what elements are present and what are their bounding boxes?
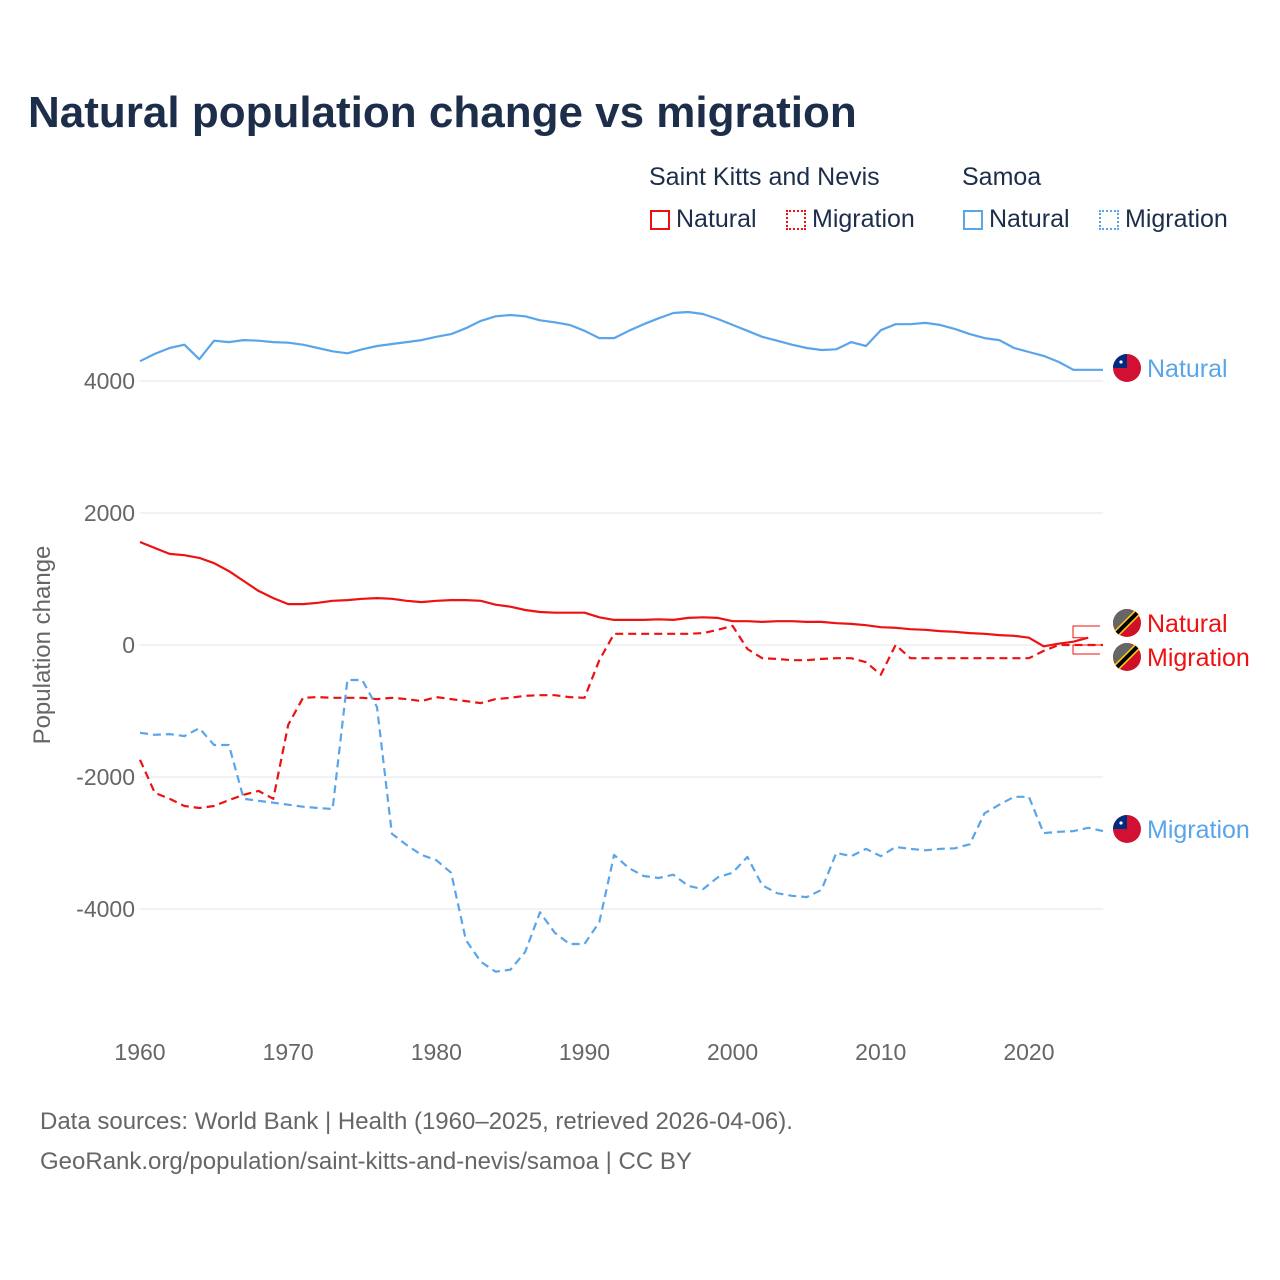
x-tick-label: 2010 <box>855 1039 906 1065</box>
series-end-label: Migration <box>1147 816 1250 844</box>
y-tick-label: -4000 <box>76 896 135 922</box>
series-line-samoa-natural <box>139 310 1103 371</box>
x-tick-label: 2000 <box>707 1039 758 1065</box>
y-tick-label: 0 <box>122 632 135 658</box>
legend-swatch-solid <box>963 209 983 230</box>
flag-green <box>1113 643 1136 666</box>
y-tick-label: 2000 <box>84 500 135 526</box>
y-axis-label: Population change <box>29 546 56 745</box>
samoa-flag-icon <box>1113 815 1141 843</box>
flag-green <box>1113 609 1136 632</box>
series-line-saint-kitts-and-nevis-natural <box>139 540 1089 648</box>
chart-title: Natural population change vs migration <box>28 88 857 137</box>
footer-sources: Data sources: World Bank | Health (1960–… <box>40 1108 793 1135</box>
y-tick-label: -2000 <box>76 764 135 790</box>
series-line-samoa-migration <box>139 678 1104 973</box>
legend-swatch-dotted <box>1099 209 1119 230</box>
legend-item-samoa-migration[interactable]: Migration <box>1099 205 1228 234</box>
legend-group-samoa: Samoa <box>962 163 1042 191</box>
series-line-saint-kitts-and-nevis-migration <box>138 624 1103 810</box>
y-tick-label: 4000 <box>84 368 135 394</box>
footer-url[interactable]: GeoRank.org/population/saint-kitts-and-n… <box>40 1148 692 1175</box>
series-end-label: Natural <box>1147 355 1228 383</box>
flag-band-inner <box>1115 611 1139 635</box>
legend-item-skn-migration[interactable]: Migration <box>786 205 915 234</box>
legend-swatch-dotted <box>786 209 806 230</box>
flag-star <box>1119 360 1123 364</box>
flag-band-inner <box>1115 645 1139 669</box>
series-end-label: Natural <box>1147 610 1228 638</box>
legend-label: Migration <box>1125 205 1228 233</box>
legend-item-skn-natural[interactable]: Natural <box>650 205 757 234</box>
x-tick-label: 2020 <box>1003 1039 1054 1065</box>
legend-label: Natural <box>676 205 757 233</box>
legend-group-skn: Saint Kitts and Nevis <box>649 163 880 191</box>
samoa-flag-icon <box>1113 354 1141 382</box>
legend-swatch-solid <box>650 209 670 230</box>
x-tick-label: 1970 <box>263 1039 314 1065</box>
legend-label: Natural <box>989 205 1070 233</box>
x-tick-label: 1980 <box>411 1039 462 1065</box>
label-connector <box>1072 644 1103 655</box>
legend-item-samoa-natural[interactable]: Natural <box>963 205 1070 234</box>
saint-kitts-and-nevis-flag-icon <box>1113 609 1141 637</box>
legend-label: Migration <box>812 205 915 233</box>
x-tick-label: 1960 <box>114 1039 165 1065</box>
series-end-label: Migration <box>1147 644 1250 672</box>
label-connector <box>1072 625 1100 639</box>
saint-kitts-and-nevis-flag-icon <box>1113 643 1141 671</box>
x-tick-label: 1990 <box>559 1039 610 1065</box>
flag-star <box>1119 821 1123 825</box>
